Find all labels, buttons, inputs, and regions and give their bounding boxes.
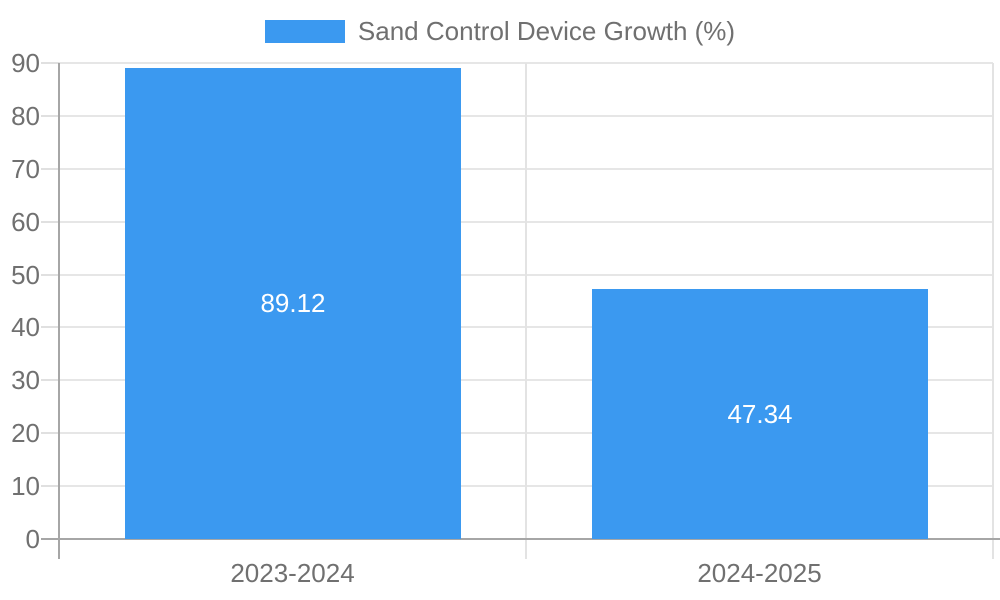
legend-swatch <box>264 19 345 43</box>
category-boundary-line <box>992 63 994 559</box>
bar-2023-2024[interactable] <box>125 67 461 539</box>
y-axis-tick-label: 60 <box>11 206 40 237</box>
y-axis-tick-label: 40 <box>11 312 40 343</box>
y-axis-tick-label: 50 <box>11 259 40 290</box>
y-axis-tick-label: 10 <box>11 471 40 502</box>
y-axis-tick <box>41 273 59 276</box>
y-axis-tick-label: 0 <box>25 524 40 554</box>
y-axis-tick <box>41 114 59 117</box>
y-axis-tick-label: 20 <box>11 418 40 449</box>
category-boundary-line <box>525 63 527 559</box>
bar-value-label: 89.12 <box>260 288 326 318</box>
y-axis-tick-label: 90 <box>11 48 40 78</box>
x-axis-line <box>41 538 1000 540</box>
y-axis-tick <box>41 379 59 382</box>
legend[interactable]: Sand Control Device Growth (%) <box>0 17 1000 45</box>
bar-2024-2025[interactable] <box>592 288 928 539</box>
y-axis-line <box>58 63 60 559</box>
x-axis-label: 2023-2024 <box>230 558 355 588</box>
bar-value-label: 47.34 <box>727 399 793 429</box>
y-axis-tick <box>41 326 59 329</box>
legend-label: Sand Control Device Growth (%) <box>357 16 736 46</box>
y-axis-tick-label: 70 <box>11 153 40 184</box>
y-axis-tick <box>41 167 59 170</box>
y-axis-tick <box>41 432 59 435</box>
y-axis-tick-label: 30 <box>11 365 40 396</box>
y-axis-tick-label: 80 <box>11 100 40 131</box>
y-axis-tick <box>41 220 59 223</box>
y-axis-tick <box>41 485 59 488</box>
x-axis-label: 2024-2025 <box>697 558 822 588</box>
y-axis-tick <box>41 62 59 64</box>
